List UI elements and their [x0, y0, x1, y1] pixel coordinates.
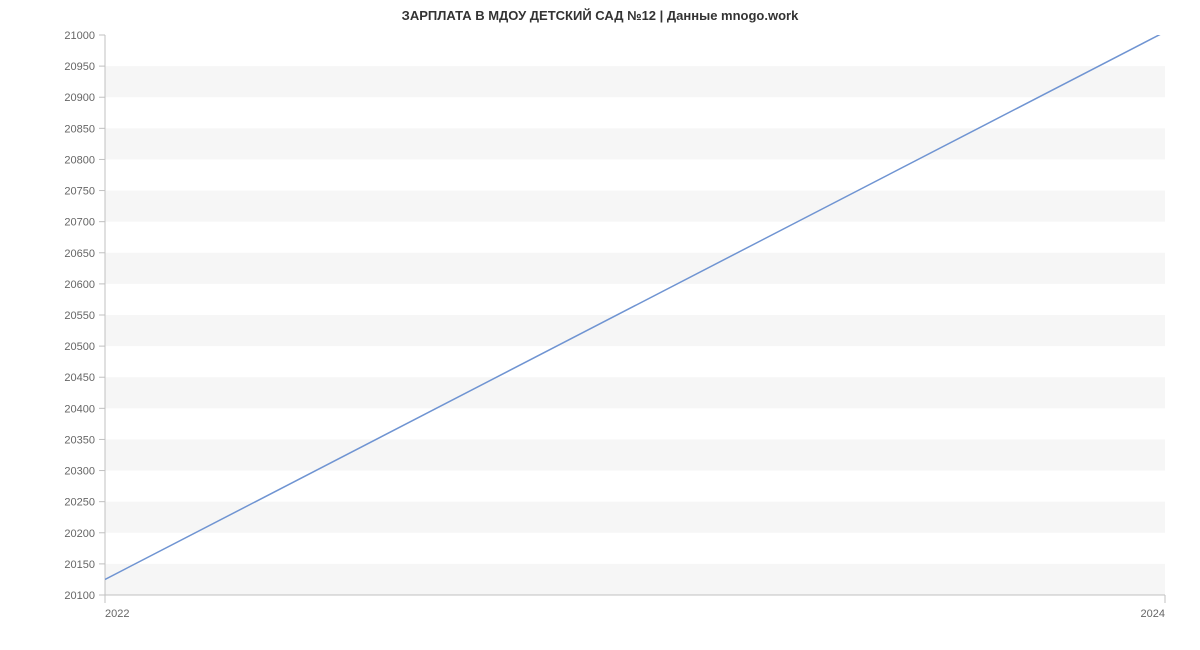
svg-text:20600: 20600: [64, 279, 95, 291]
svg-text:20650: 20650: [64, 248, 95, 260]
salary-line-chart: ЗАРПЛАТА В МДОУ ДЕТСКИЙ САД №12 | Данные…: [0, 0, 1200, 650]
svg-text:20100: 20100: [64, 590, 95, 602]
svg-text:2022: 2022: [105, 608, 129, 620]
svg-text:20850: 20850: [64, 123, 95, 135]
svg-text:20350: 20350: [64, 434, 95, 446]
svg-text:20250: 20250: [64, 497, 95, 509]
svg-text:20500: 20500: [64, 341, 95, 353]
svg-text:20150: 20150: [64, 559, 95, 571]
svg-text:20450: 20450: [64, 372, 95, 384]
svg-text:20550: 20550: [64, 310, 95, 322]
chart-svg: 20100 20150 20200 20250 20300 20350 20400 20450…: [0, 0, 1200, 650]
svg-text:21000: 21000: [64, 30, 95, 42]
svg-text:20950: 20950: [64, 61, 95, 73]
chart-title: ЗАРПЛАТА В МДОУ ДЕТСКИЙ САД №12 | Данные…: [0, 8, 1200, 23]
svg-text:20200: 20200: [64, 528, 95, 540]
svg-text:20750: 20750: [64, 186, 95, 198]
svg-text:20700: 20700: [64, 217, 95, 229]
svg-text:20300: 20300: [64, 466, 95, 478]
svg-text:20400: 20400: [64, 403, 95, 415]
svg-text:20800: 20800: [64, 154, 95, 166]
svg-text:2024: 2024: [1141, 608, 1165, 620]
svg-text:20900: 20900: [64, 92, 95, 104]
